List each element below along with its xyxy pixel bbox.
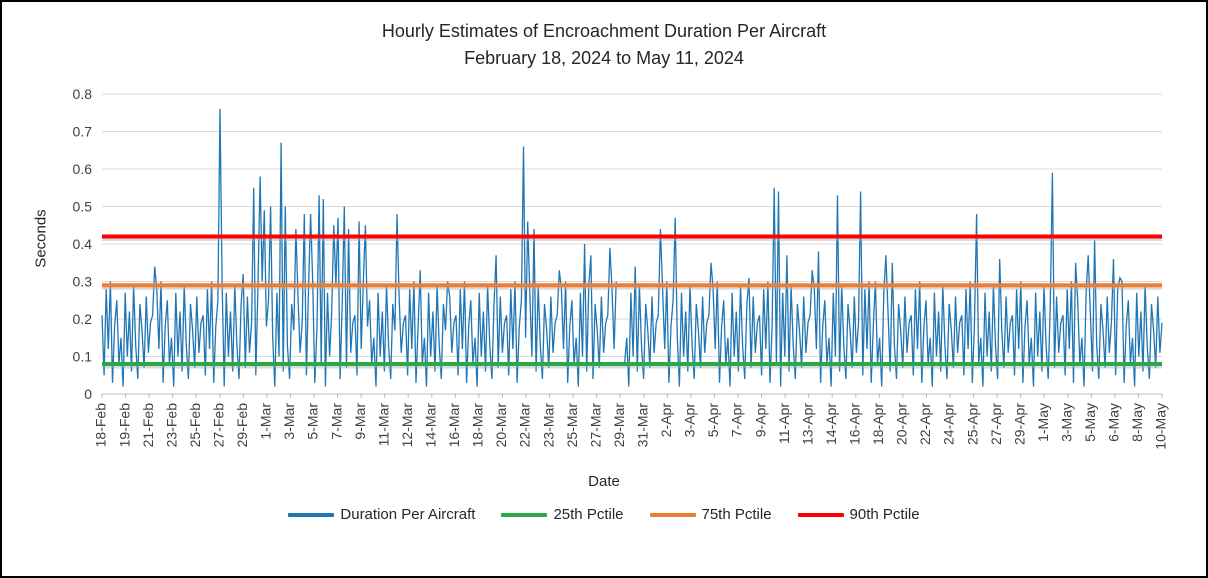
- plot-area: 0 0.1 0.2 0.3 0.4 0.5 0.6 0.7 0.8 18-Feb 19-Feb 21-…: [73, 86, 1169, 450]
- svg-text:18-Mar: 18-Mar: [470, 403, 486, 448]
- svg-text:22-Mar: 22-Mar: [517, 403, 533, 448]
- legend-item-p90: 90th Pctile: [797, 506, 920, 523]
- legend-line-icon: [501, 512, 548, 517]
- svg-text:1-May: 1-May: [1035, 403, 1051, 442]
- chart-title-line1: Hourly Estimates of Encroachment Duratio…: [381, 21, 827, 41]
- svg-text:5-Apr: 5-Apr: [705, 403, 721, 438]
- legend-label: Duration Per Aircraft: [340, 506, 476, 523]
- svg-text:24-Apr: 24-Apr: [941, 403, 957, 445]
- svg-text:18-Feb: 18-Feb: [93, 403, 109, 448]
- chart-title-line2: February 18, 2024 to May 11, 2024: [464, 48, 744, 68]
- svg-text:16-Mar: 16-Mar: [446, 403, 462, 448]
- svg-text:3-Mar: 3-Mar: [281, 403, 297, 440]
- svg-text:14-Apr: 14-Apr: [823, 403, 839, 445]
- svg-text:22-Apr: 22-Apr: [917, 403, 933, 445]
- legend-label: 90th Pctile: [849, 506, 920, 523]
- svg-text:0.3: 0.3: [73, 274, 93, 290]
- svg-text:0.7: 0.7: [73, 124, 93, 140]
- svg-text:5-May: 5-May: [1082, 403, 1098, 442]
- svg-text:0.5: 0.5: [73, 199, 93, 215]
- svg-text:27-Apr: 27-Apr: [988, 403, 1004, 445]
- svg-text:1-Mar: 1-Mar: [258, 403, 274, 440]
- svg-text:20-Mar: 20-Mar: [493, 403, 509, 448]
- svg-text:25-Feb: 25-Feb: [187, 403, 203, 448]
- plot-row: Seconds 0 0.1 0.2 0.3 0.4 0.5 0.6 0.7 0.8 18-Feb 1…: [28, 80, 1206, 471]
- svg-text:3-Apr: 3-Apr: [682, 403, 698, 438]
- svg-text:27-Mar: 27-Mar: [587, 403, 603, 448]
- svg-text:3-May: 3-May: [1058, 403, 1074, 442]
- svg-text:29-Mar: 29-Mar: [611, 403, 627, 448]
- svg-text:11-Apr: 11-Apr: [776, 403, 792, 444]
- svg-text:25-Mar: 25-Mar: [564, 403, 580, 448]
- legend-line-icon: [649, 512, 696, 517]
- y-axis-title: Seconds: [32, 209, 50, 268]
- svg-text:27-Feb: 27-Feb: [210, 403, 226, 448]
- svg-text:13-Apr: 13-Apr: [799, 403, 815, 445]
- legend-item-p25: 25th Pctile: [501, 506, 624, 523]
- svg-text:0.4: 0.4: [73, 236, 93, 252]
- svg-text:29-Apr: 29-Apr: [1011, 403, 1027, 445]
- svg-text:25-Apr: 25-Apr: [964, 403, 980, 445]
- svg-text:8-May: 8-May: [1129, 403, 1145, 442]
- chart-title: Hourly Estimates of Encroachment Duratio…: [2, 18, 1206, 72]
- legend: Duration Per Aircraft 25th Pctile 75th P…: [2, 506, 1206, 523]
- legend-line-icon: [288, 512, 335, 517]
- legend-item-duration: Duration Per Aircraft: [288, 506, 475, 523]
- svg-text:23-Feb: 23-Feb: [163, 403, 179, 448]
- svg-text:16-Apr: 16-Apr: [846, 403, 862, 445]
- x-axis-title: Date: [588, 473, 620, 490]
- svg-text:9-Apr: 9-Apr: [752, 403, 768, 438]
- svg-text:23-Mar: 23-Mar: [540, 403, 556, 448]
- svg-text:0.2: 0.2: [73, 311, 93, 327]
- svg-text:9-Mar: 9-Mar: [352, 403, 368, 440]
- svg-text:7-Apr: 7-Apr: [729, 403, 745, 438]
- svg-text:31-Mar: 31-Mar: [634, 403, 650, 448]
- legend-item-p75: 75th Pctile: [649, 506, 772, 523]
- legend-label: 25th Pctile: [553, 506, 624, 523]
- svg-text:14-Mar: 14-Mar: [422, 403, 438, 448]
- svg-text:2-Apr: 2-Apr: [658, 403, 674, 438]
- svg-text:19-Feb: 19-Feb: [116, 403, 132, 448]
- svg-text:5-Mar: 5-Mar: [305, 403, 321, 440]
- svg-text:21-Feb: 21-Feb: [140, 403, 156, 448]
- svg-text:29-Feb: 29-Feb: [234, 403, 250, 448]
- svg-text:12-Mar: 12-Mar: [399, 403, 415, 448]
- svg-text:7-Mar: 7-Mar: [328, 403, 344, 440]
- svg-text:10-May: 10-May: [1153, 403, 1169, 450]
- legend-label: 75th Pctile: [701, 506, 772, 523]
- svg-text:18-Apr: 18-Apr: [870, 403, 886, 445]
- legend-line-icon: [797, 512, 844, 517]
- svg-text:0.6: 0.6: [73, 161, 93, 177]
- svg-text:20-Apr: 20-Apr: [894, 403, 910, 445]
- svg-text:0.1: 0.1: [73, 349, 93, 365]
- svg-text:6-May: 6-May: [1106, 403, 1122, 442]
- svg-text:0.8: 0.8: [73, 86, 93, 102]
- svg-text:11-Mar: 11-Mar: [375, 403, 391, 447]
- svg-text:0: 0: [84, 386, 92, 402]
